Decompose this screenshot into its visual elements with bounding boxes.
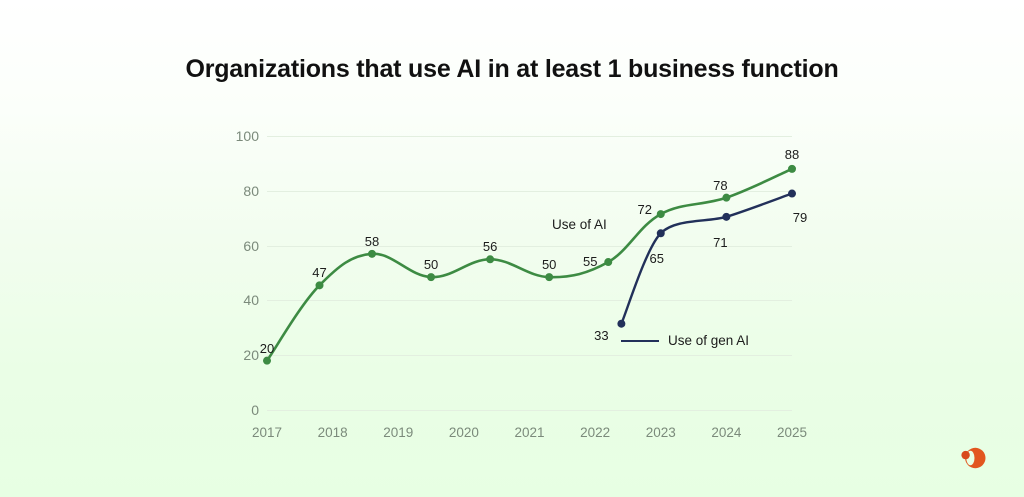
y-axis-tick-0: 0 [251,402,259,418]
plot-area: 20 47 58 50 56 50 55 72 78 88 33 65 71 79 [260,136,807,411]
line-use-of-ai [265,167,794,362]
gridline [267,136,792,137]
line-use-of-gen-ai [620,192,794,325]
data-point [617,319,626,328]
x-axis-tick-2022: 2022 [580,425,611,440]
markers-use-of-ai [263,164,796,365]
x-axis-tick-2017: 2017 [251,425,283,440]
data-point [722,193,731,202]
x-axis-tick-2019: 2019 [383,425,414,440]
data-point [315,281,324,290]
x-axis-tick-2023: 2023 [645,425,676,440]
page-title: Organizations that use AI in at least 1 … [185,55,839,83]
gridline [267,355,792,357]
x-axis-tick-2024: 2024 [711,425,742,440]
y-axis-tick-40: 40 [243,292,259,309]
data-point-label: 33 [594,327,609,343]
data-point [604,258,613,267]
data-point-label: 72 [637,202,652,218]
data-point-label: 47 [312,265,327,281]
data-point [368,249,376,258]
gridline [267,300,792,302]
data-point-label: 56 [482,239,498,255]
x-axis-tick-2021: 2021 [514,425,545,440]
data-point [486,255,495,264]
legend-label-use-of-gen-ai: Use of gen AI [668,333,750,348]
data-point [656,210,665,219]
y-axis-tick-60: 60 [243,237,259,254]
data-point [427,273,436,282]
x-axis-tick-2020: 2020 [448,425,479,440]
data-point-label: 50 [423,257,439,273]
data-point-label: 79 [792,209,808,225]
data-point [722,212,731,221]
data-point-label: 78 [713,177,728,193]
data-point [788,189,796,198]
y-axis-tick-20: 20 [243,347,259,364]
data-point-label: 88 [784,146,800,162]
x-axis-tick-2018: 2018 [317,425,348,440]
x-axis-tick-2025: 2025 [776,425,808,440]
gridline [267,245,792,247]
markers-use-of-gen-ai [617,189,796,328]
data-point [545,273,554,282]
data-point-label: 55 [583,254,598,270]
legend-use-of-gen-ai: Use of gen AI [621,333,749,348]
brand-logo-icon [961,447,986,469]
data-point [788,164,796,173]
data-point-label: 65 [649,251,664,267]
series-layer [263,164,796,365]
y-axis-tick-80: 80 [243,182,259,199]
x-axis: 2017 2018 2019 2020 2021 2022 2023 2024 2025 [252,425,807,445]
data-point [263,356,271,365]
gridline [267,190,792,192]
y-axis-tick-100: 100 [235,128,259,144]
data-point-label: 50 [541,257,557,273]
series-label-use-of-ai: Use of AI [552,217,607,232]
gridline [267,410,792,411]
data-point-label: 20 [259,340,275,356]
data-point-label: 58 [364,233,380,249]
data-point-label: 71 [713,234,728,250]
legend-swatch-icon [621,339,659,342]
y-axis: 0 20 40 60 80 100 [225,128,259,418]
data-point [656,229,665,238]
